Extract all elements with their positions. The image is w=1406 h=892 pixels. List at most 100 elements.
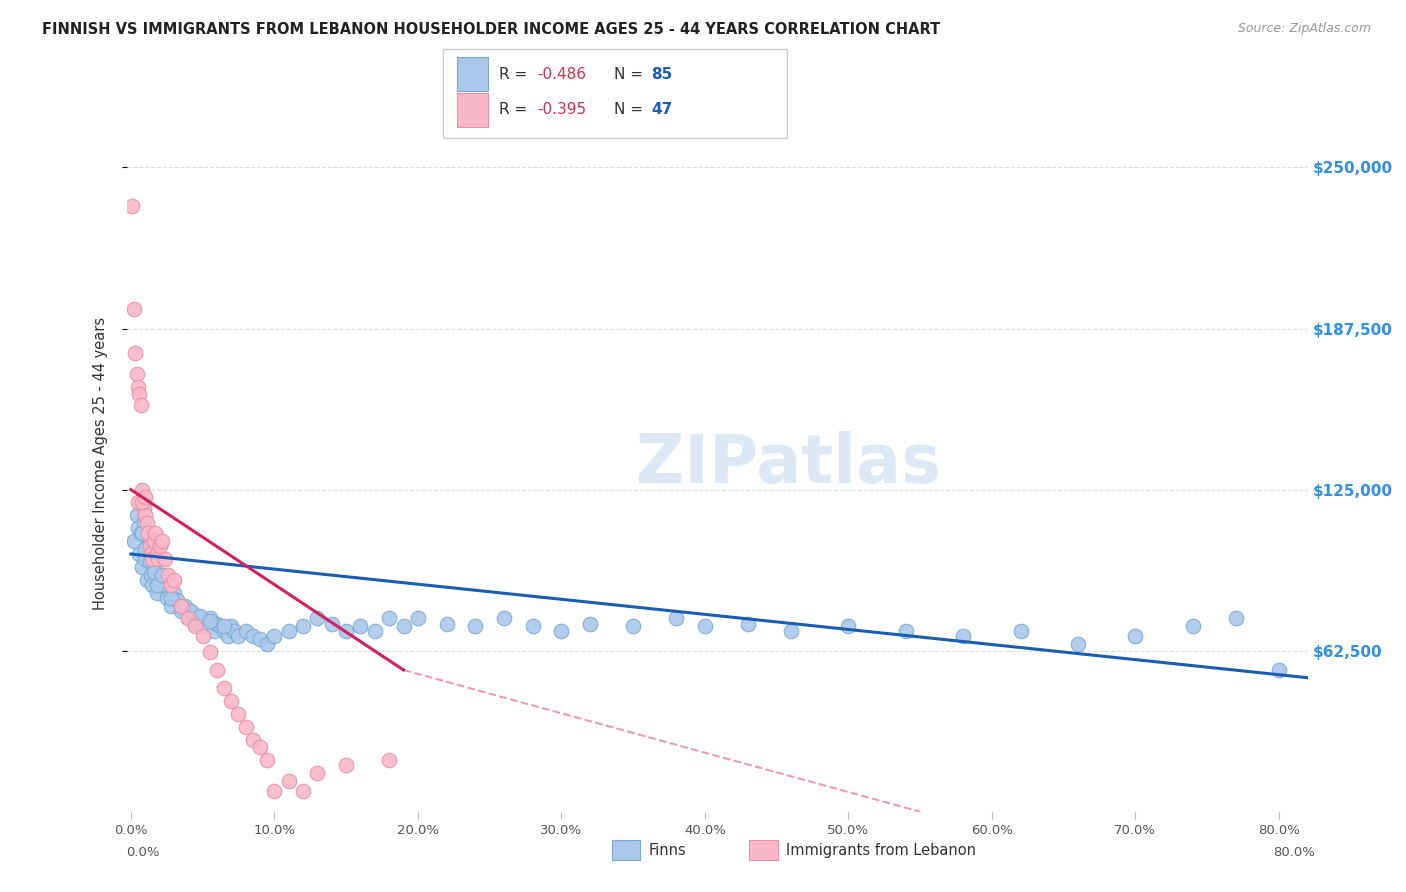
Point xyxy=(152,567,174,582)
Point xyxy=(198,614,221,628)
Text: -0.395: -0.395 xyxy=(537,103,586,117)
Point xyxy=(170,604,193,618)
Point xyxy=(121,199,143,213)
Point xyxy=(277,624,299,639)
Point xyxy=(307,766,329,780)
Point xyxy=(364,624,387,639)
Point xyxy=(127,521,149,535)
Point xyxy=(378,753,401,767)
Point xyxy=(145,578,167,592)
Point xyxy=(436,616,458,631)
Point xyxy=(160,578,183,592)
Point xyxy=(132,500,155,515)
Point xyxy=(180,604,202,618)
Point xyxy=(143,526,166,541)
Point xyxy=(177,611,200,625)
Point xyxy=(780,624,803,639)
Point xyxy=(166,593,188,607)
Point xyxy=(170,599,193,613)
Point xyxy=(131,560,153,574)
Point xyxy=(292,784,315,798)
Point xyxy=(160,599,183,613)
Point xyxy=(221,619,243,633)
Point xyxy=(141,578,163,592)
Point xyxy=(138,539,160,553)
Text: 47: 47 xyxy=(651,103,672,117)
Point xyxy=(205,616,228,631)
Point xyxy=(335,624,357,639)
Point xyxy=(378,611,401,625)
Point xyxy=(217,630,239,644)
Point xyxy=(1125,630,1147,644)
Point xyxy=(134,552,156,566)
Point xyxy=(129,398,152,412)
Point xyxy=(1225,611,1247,625)
Point xyxy=(307,611,329,625)
Text: 0.0%: 0.0% xyxy=(127,847,160,859)
Point xyxy=(152,534,174,549)
Point xyxy=(492,611,515,625)
Point xyxy=(693,619,716,633)
Point xyxy=(125,508,148,523)
Point xyxy=(134,541,156,556)
Point xyxy=(1010,624,1032,639)
Point xyxy=(406,611,429,625)
Text: R =: R = xyxy=(499,103,533,117)
Point xyxy=(145,585,167,599)
Point xyxy=(737,616,759,631)
Point xyxy=(170,599,193,613)
Point xyxy=(550,624,572,639)
Point xyxy=(138,555,160,569)
Point xyxy=(146,552,169,566)
Point xyxy=(263,784,285,798)
Point xyxy=(177,611,200,625)
Point xyxy=(128,547,150,561)
Point xyxy=(135,516,157,530)
Point xyxy=(579,616,602,631)
Point xyxy=(131,495,153,509)
Point xyxy=(188,608,211,623)
Point xyxy=(122,534,145,549)
Point xyxy=(174,599,197,613)
Point xyxy=(228,706,250,721)
Point xyxy=(136,529,159,543)
Text: ZIPatlas: ZIPatlas xyxy=(636,431,941,497)
Point xyxy=(256,637,278,651)
Point xyxy=(139,547,162,561)
Point xyxy=(145,547,167,561)
Y-axis label: Householder Income Ages 25 - 44 years: Householder Income Ages 25 - 44 years xyxy=(93,318,108,610)
Point xyxy=(136,526,159,541)
Point xyxy=(134,508,156,523)
Point xyxy=(122,302,145,317)
Point xyxy=(665,611,688,625)
Text: -0.486: -0.486 xyxy=(537,67,586,81)
Point xyxy=(1181,619,1204,633)
Text: FINNISH VS IMMIGRANTS FROM LEBANON HOUSEHOLDER INCOME AGES 25 - 44 YEARS CORRELA: FINNISH VS IMMIGRANTS FROM LEBANON HOUSE… xyxy=(42,22,941,37)
Point xyxy=(160,591,183,605)
Text: N =: N = xyxy=(614,67,648,81)
Text: N =: N = xyxy=(614,103,648,117)
Point xyxy=(249,740,271,755)
Point xyxy=(522,619,544,633)
Point xyxy=(256,753,278,767)
Point xyxy=(228,630,250,644)
Point xyxy=(221,694,243,708)
Point xyxy=(212,681,235,695)
Point xyxy=(242,732,264,747)
Point xyxy=(180,607,202,621)
Point xyxy=(184,619,207,633)
Point xyxy=(188,611,211,625)
Point xyxy=(212,619,235,633)
Point xyxy=(127,495,149,509)
Point xyxy=(129,526,152,541)
Point xyxy=(202,624,225,639)
Point xyxy=(208,619,231,633)
Text: R =: R = xyxy=(499,67,533,81)
Text: 85: 85 xyxy=(651,67,672,81)
Text: 80.0%: 80.0% xyxy=(1272,847,1315,859)
Point xyxy=(152,578,174,592)
Point xyxy=(837,619,859,633)
Point xyxy=(127,379,149,393)
Point xyxy=(124,346,146,360)
Point xyxy=(148,573,170,587)
